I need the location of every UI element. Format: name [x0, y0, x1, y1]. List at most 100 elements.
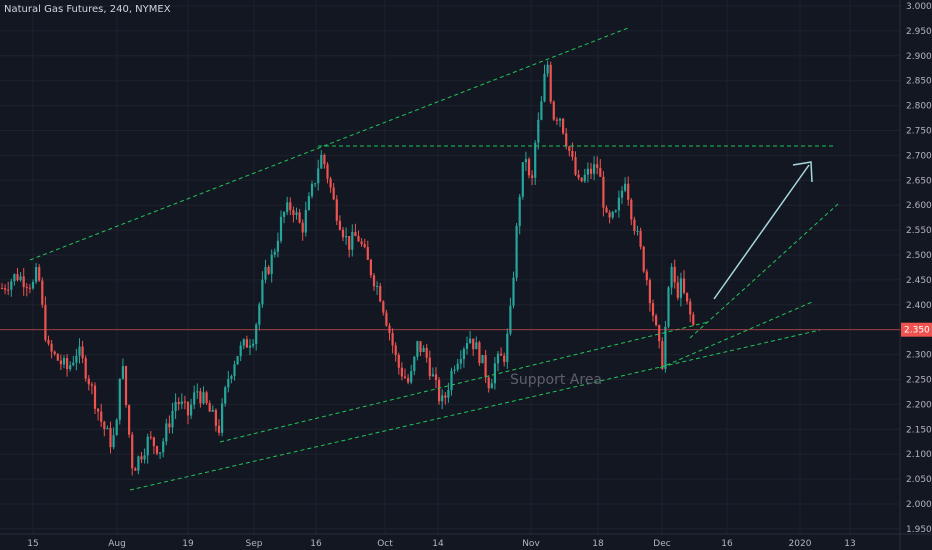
candle-body [314, 183, 317, 185]
candle-body [484, 355, 487, 378]
candle-body [583, 174, 586, 182]
candle-body [639, 230, 642, 247]
candle-body [298, 212, 301, 223]
candle-body [252, 343, 255, 346]
candle-body [540, 101, 543, 120]
candle-body [453, 369, 456, 371]
candle-body [472, 338, 475, 350]
candle-body [106, 427, 109, 430]
candle-body [162, 441, 165, 453]
x-tick-label: 19 [182, 539, 194, 549]
candle-body [394, 345, 397, 356]
candle-body [140, 456, 143, 460]
candle-body [410, 371, 413, 383]
candle-body [475, 342, 478, 350]
candle-body [84, 358, 87, 379]
x-tick-label: Aug [108, 539, 126, 549]
candle-body [38, 267, 41, 281]
candle-body [121, 366, 124, 379]
candle-body [90, 384, 93, 386]
candle-body [478, 342, 481, 364]
candle-body [627, 183, 630, 200]
candle-body [224, 387, 227, 404]
candle-body [93, 385, 97, 409]
candle-body [72, 362, 75, 366]
candle-body [670, 266, 673, 288]
candle-body [351, 231, 354, 250]
candle-body [568, 146, 571, 152]
y-tick-label: 2.250 [906, 376, 932, 386]
candle-body [469, 338, 472, 344]
candle-body [199, 391, 202, 404]
candle-body [648, 280, 651, 304]
candle-body [369, 259, 372, 276]
rising-trendline-2 [689, 203, 839, 339]
candle-body [279, 216, 283, 241]
y-tick-label: 2.700 [906, 151, 932, 161]
candle-body [407, 377, 410, 383]
candle-body [580, 177, 583, 182]
support-area-label: Support Area [510, 372, 602, 388]
x-tick-label: Oct [377, 539, 393, 549]
rising-trendline-1 [659, 301, 813, 369]
x-tick-label: 13 [844, 539, 855, 549]
candle-body [289, 202, 292, 211]
candle-body [416, 341, 419, 357]
candle-body [664, 326, 667, 369]
candle-body [555, 119, 558, 121]
candle-body [69, 365, 72, 370]
y-tick-label: 2.550 [906, 226, 932, 236]
candle-body [320, 154, 323, 169]
y-tick-label: 1.950 [906, 525, 932, 535]
candle-body [217, 425, 221, 433]
projection-arrow [713, 164, 810, 300]
candle-body [602, 176, 605, 208]
candle-body [512, 277, 515, 306]
y-tick-label: 2.450 [906, 276, 932, 286]
candle-body [245, 339, 248, 348]
candle-body [183, 401, 186, 403]
candle-body [465, 343, 469, 349]
candle-body [62, 357, 66, 365]
candle-body [391, 333, 394, 346]
y-tick-label: 2.400 [906, 301, 932, 311]
candle-body [56, 353, 59, 361]
mid-support-line [219, 321, 709, 443]
candle-body [376, 285, 379, 287]
lower-support-line [129, 329, 821, 491]
candle-body [97, 408, 100, 412]
y-tick-label: 2.300 [906, 351, 932, 361]
x-tick-label: 15 [27, 539, 38, 549]
candle-body [574, 157, 577, 175]
last-price-label: 2.350 [904, 326, 930, 336]
y-tick-label: 2.150 [906, 425, 932, 435]
candle-body [202, 392, 205, 404]
candle-body [608, 212, 611, 218]
candle-body [124, 366, 128, 406]
candle-body [7, 289, 10, 291]
candle-body [50, 343, 53, 352]
candle-body [422, 348, 425, 352]
x-tick-label: 2020 [789, 539, 812, 549]
candle-body [242, 339, 245, 346]
candle-body [329, 178, 332, 188]
candle-body [131, 434, 134, 469]
candle-body [636, 230, 639, 232]
symbol-title: Natural Gas Futures, 240, NYMEX [4, 4, 171, 15]
candle-body [682, 278, 686, 293]
candle-body [19, 276, 22, 281]
candle-body [44, 304, 47, 340]
candle-body [134, 468, 137, 471]
candle-body [546, 64, 549, 74]
candle-body [335, 199, 338, 221]
candle-body [459, 359, 462, 364]
candle-body [41, 280, 44, 305]
y-tick-label: 2.100 [906, 450, 932, 460]
candle-body [487, 377, 490, 389]
candle-body [31, 281, 35, 289]
candle-body [112, 435, 115, 448]
candle-body [258, 304, 261, 325]
candle-body [13, 274, 16, 282]
